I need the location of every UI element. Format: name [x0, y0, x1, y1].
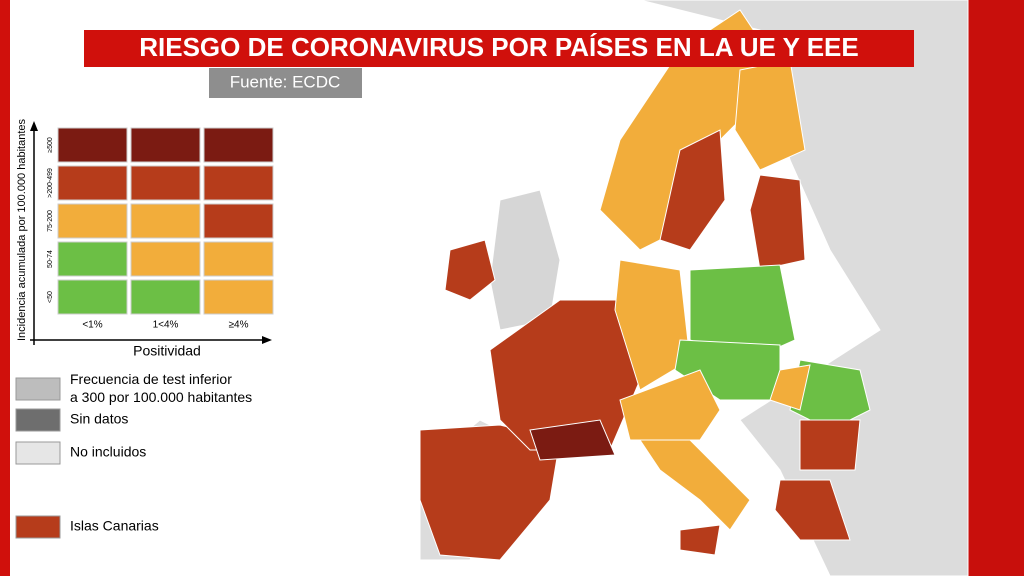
matrix-cell: [203, 165, 274, 201]
matrix-cell: [57, 279, 128, 315]
bulgaria: [799, 419, 861, 471]
x-axis-label: Positividad: [133, 343, 201, 359]
source: Fuente: ECDC: [230, 72, 341, 91]
column-label: 1<4%: [153, 320, 179, 331]
matrix-cell: [57, 127, 128, 163]
row-label: ≥500: [47, 137, 54, 153]
germany: [614, 259, 691, 391]
hungary: [769, 364, 811, 411]
row-label: >200-499: [47, 168, 54, 198]
sweden: [659, 129, 726, 251]
title-bar: [84, 30, 914, 67]
greece: [774, 479, 851, 541]
legend-label: Islas Canarias: [70, 518, 159, 534]
matrix-cell: [57, 165, 128, 201]
italy: [639, 439, 751, 531]
left-strip: [0, 0, 10, 576]
legend-swatch: [15, 377, 61, 401]
matrix-cell: [203, 203, 274, 239]
land: [419, 0, 969, 576]
row-label: 75-200: [47, 210, 54, 232]
matrix-cell: [203, 127, 274, 163]
title: RIESGO DE CORONAVIRUS POR PAÍSES EN LA U…: [139, 32, 858, 62]
matrix-cell: [130, 127, 201, 163]
sicily: [679, 524, 721, 556]
row-label: 50-74: [47, 250, 54, 268]
alps: [619, 369, 721, 441]
matrix-cell: [130, 165, 201, 201]
baltics: [749, 174, 806, 271]
matrix-cell: [130, 203, 201, 239]
column-label: <1%: [82, 320, 102, 331]
x-arrow-head: [262, 336, 272, 344]
source-box: [209, 68, 362, 98]
ireland: [444, 239, 496, 301]
legend-swatch: [15, 408, 61, 432]
matrix-cell: [203, 241, 274, 277]
column-label: ≥4%: [229, 320, 249, 331]
matrix-cell: [57, 241, 128, 277]
legend-label: Frecuencia de test inferior a 300 por 100…: [70, 371, 252, 405]
legend-swatch: [15, 515, 61, 539]
matrix-cell: [130, 241, 201, 277]
legend-swatch: [15, 441, 61, 465]
matrix-cell: [130, 279, 201, 315]
matrix-cell: [57, 203, 128, 239]
y-arrow-head: [30, 121, 38, 131]
legend-label: No incluidos: [70, 444, 146, 460]
row-label: <50: [47, 291, 54, 303]
france-south: [529, 419, 616, 461]
right-strip: [968, 0, 1024, 576]
y-axis-label: Incidencia acumulada por 100.000 habitan…: [16, 119, 28, 341]
legend-label: Sin datos: [70, 411, 128, 427]
matrix-cell: [203, 279, 274, 315]
